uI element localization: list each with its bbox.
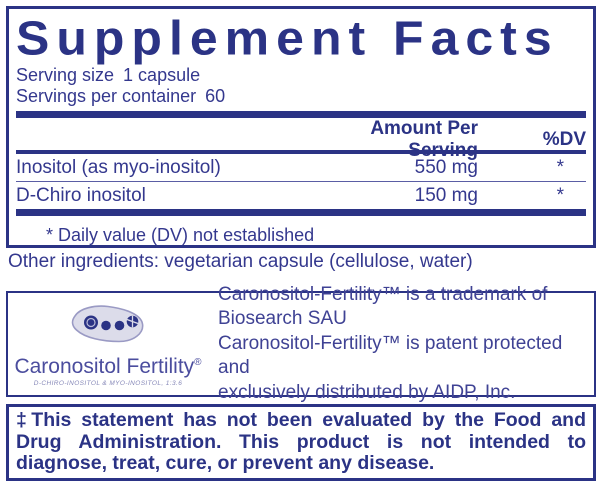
table-header-row: Amount Per Serving %DV <box>16 118 586 161</box>
trademark-statement: Caronositol-Fertility™ is a trademark of… <box>208 283 594 406</box>
header-amount-per-serving: Amount Per Serving <box>370 118 478 161</box>
table-row: D-Chiro inositol 150 mg * <box>16 182 586 209</box>
ingredient-dv: * <box>556 184 564 206</box>
servings-label: Servings per container <box>16 86 197 106</box>
caronositol-logo: Caronositol Fertility® D-CHIRO-INOSITOL … <box>8 301 208 387</box>
other-ingredients-text: Other ingredients: vegetarian capsule (c… <box>8 251 473 272</box>
table-row: Inositol (as myo-inositol) 550 mg * <box>16 154 586 181</box>
ingredient-dv: * <box>556 156 564 178</box>
panel-title: Supplement Facts <box>16 11 559 65</box>
disclaimer-line: ‡This statement has not been evaluated b… <box>16 409 586 431</box>
servings-value: 60 <box>205 86 226 106</box>
header-percent-dv: %DV <box>542 129 586 150</box>
bean-with-dots-icon <box>62 303 154 350</box>
trademark-line: Caronositol-Fertility™ is patent protect… <box>218 332 563 379</box>
serving-size-line: Serving size 1 capsule <box>16 65 586 86</box>
ingredient-name: D-Chiro inositol <box>16 184 146 206</box>
divider-thick-bottom <box>16 209 586 216</box>
trademark-line: Biosearch SAU <box>218 308 347 330</box>
trademark-line: Caronositol-Fertility™ is a trademark of <box>218 283 548 305</box>
daily-value-footnote: * Daily value (DV) not established <box>46 225 315 245</box>
supplement-facts-panel: Supplement Facts Serving size 1 capsule … <box>6 6 596 248</box>
fda-disclaimer-box: ‡This statement has not been evaluated b… <box>6 404 596 481</box>
trademark-line: exclusively distributed by AIDP, Inc. <box>218 381 516 403</box>
divider-thick-top <box>16 111 586 118</box>
ingredient-name: Inositol (as myo-inositol) <box>16 156 221 178</box>
logo-tagline: D-CHIRO-INOSITOL & MYO-INOSITOL, 1:3.6 <box>33 380 183 387</box>
servings-per-container-line: Servings per container 60 <box>16 86 586 107</box>
trademark-box: Caronositol Fertility® D-CHIRO-INOSITOL … <box>6 284 596 403</box>
registered-mark: ® <box>194 357 202 368</box>
disclaimer-line: Drug Administration. This product is not… <box>16 430 586 453</box>
divider-below-header <box>16 150 586 154</box>
serving-size-value: 1 capsule <box>123 65 201 85</box>
ingredient-amount: 150 mg <box>414 184 478 206</box>
serving-size-label: Serving size <box>16 65 115 85</box>
ingredient-amount: 550 mg <box>414 156 478 178</box>
row-divider <box>16 181 586 182</box>
logo-brand-name: Caronositol Fertility® <box>14 355 202 378</box>
disclaimer-line: diagnose, treat, cure, or prevent any di… <box>16 452 435 474</box>
